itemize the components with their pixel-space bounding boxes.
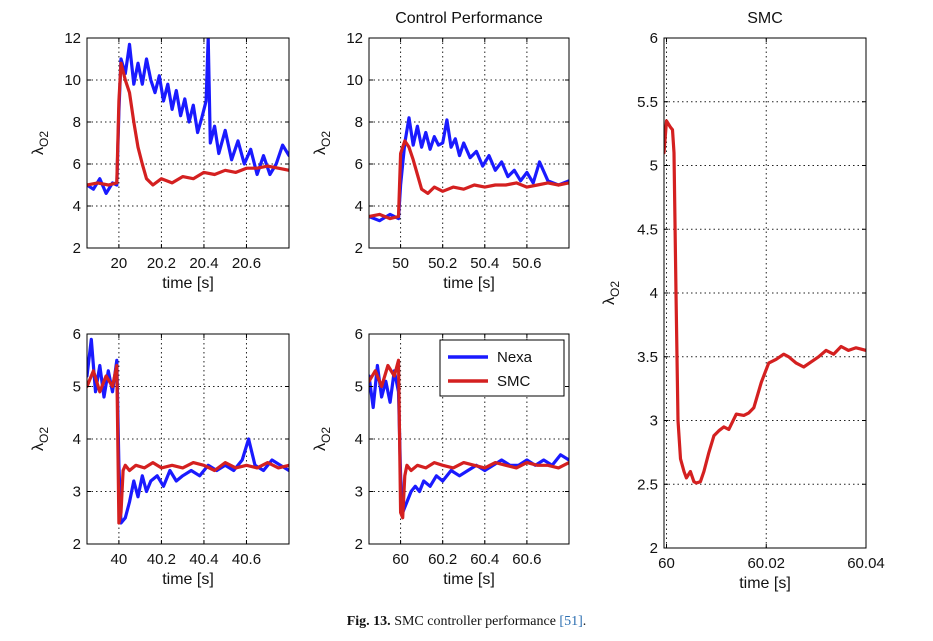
y-tick-label: 10 (346, 72, 363, 89)
y-tick-label: 2 (73, 240, 81, 257)
x-tick-label: 50.4 (470, 255, 499, 272)
legend: Nexa SMC (439, 339, 565, 397)
y-tick-label: 2 (650, 540, 658, 557)
chart-panel-right: 60 60.02 60.04 2 2.5 3 3.5 4 4.5 5 5.5 6 time [s] λO2… (601, 10, 885, 592)
caption-reference-link[interactable]: [51] (559, 614, 583, 629)
y-tick-label: 2 (73, 536, 81, 553)
y-tick-label: 3 (650, 413, 658, 430)
x-axis-label: time [s] (443, 275, 495, 292)
y-tick-label: 10 (64, 72, 81, 89)
x-axis-label: time [s] (162, 571, 214, 588)
y-tick-label: 6 (650, 30, 658, 47)
y-tick-label: 4 (355, 198, 363, 215)
series-line-smc (369, 139, 569, 221)
y-axis-label: λO2 (312, 427, 333, 451)
x-tick-label: 50.2 (428, 255, 457, 272)
y-tick-label: 2 (355, 240, 363, 257)
y-tick-label: 12 (64, 30, 81, 47)
x-tick-label: 60.4 (470, 551, 499, 568)
y-axis-label: λO2 (30, 427, 51, 451)
y-tick-label: 12 (346, 30, 363, 47)
series-line-nexa (369, 363, 569, 515)
x-tick-label: 50.6 (512, 255, 541, 272)
y-tick-label: 4 (355, 431, 363, 448)
x-tick-label: 20.2 (147, 255, 176, 272)
y-tick-label: 5.5 (637, 94, 658, 111)
y-axis-label: λO2 (312, 131, 333, 155)
y-tick-label: 2.5 (637, 476, 658, 493)
y-tick-label: 5 (650, 158, 658, 175)
x-tick-label: 20.6 (232, 255, 261, 272)
y-axis-label: λO2 (30, 131, 51, 155)
y-tick-label: 3 (355, 484, 363, 501)
y-tick-label: 4 (650, 285, 658, 302)
legend-label-nexa: Nexa (497, 349, 533, 366)
y-tick-label: 6 (355, 156, 363, 173)
chart-panel-bottom-left: 40 40.2 40.4 40.6 2 3 4 5 6 time [s] λO2 (30, 326, 290, 588)
series-line-smc (369, 358, 569, 520)
y-tick-label: 2 (355, 536, 363, 553)
x-tick-label: 60 (392, 551, 409, 568)
chart-panel-top-middle: 50 50.2 50.4 50.6 2 4 6 8 10 12 time [s] λO2 Control… (312, 10, 570, 292)
series-line-smc (664, 119, 866, 485)
x-tick-label: 60.02 (747, 555, 785, 572)
figure-caption: Fig. 13. SMC controller performance [51]… (0, 614, 933, 630)
series-line-nexa (87, 38, 289, 195)
y-tick-label: 6 (73, 326, 81, 343)
x-tick-label: 50 (392, 255, 409, 272)
series-line-nexa (369, 116, 569, 223)
y-tick-label: 3.5 (637, 349, 658, 366)
chart-title: SMC (747, 10, 783, 27)
y-tick-label: 6 (355, 326, 363, 343)
caption-end: . (582, 614, 587, 629)
caption-label: Fig. 13. (346, 614, 391, 629)
chart-panel-top-left: 20 20.2 20.4 20.6 2 4 6 8 10 12 time [s] λO2 (30, 30, 290, 292)
caption-text: SMC controller performance (394, 614, 556, 629)
y-tick-label: 4 (73, 431, 81, 448)
y-tick-label: 8 (355, 114, 363, 131)
y-tick-label: 5 (73, 379, 81, 396)
plot-frame (86, 37, 290, 249)
x-tick-label: 40.6 (232, 551, 261, 568)
x-axis-label: time [s] (162, 275, 214, 292)
x-axis-label: time [s] (739, 575, 791, 592)
y-tick-label: 4 (73, 198, 81, 215)
x-tick-label: 40 (111, 551, 128, 568)
y-tick-label: 3 (73, 484, 81, 501)
y-tick-label: 5 (355, 379, 363, 396)
x-tick-label: 40.2 (147, 551, 176, 568)
plot-area (664, 38, 866, 548)
plot-area (369, 38, 569, 248)
y-tick-label: 6 (73, 156, 81, 173)
x-tick-label: 60 (658, 555, 675, 572)
series-line-smc (87, 363, 289, 525)
y-axis-label: λO2 (601, 281, 622, 305)
chart-title: Control Performance (395, 10, 543, 27)
x-tick-label: 60.6 (512, 551, 541, 568)
x-tick-label: 20.4 (189, 255, 218, 272)
plot-frame (368, 37, 570, 249)
legend-label-smc: SMC (497, 373, 531, 390)
x-tick-label: 40.4 (189, 551, 218, 568)
x-tick-label: 60.2 (428, 551, 457, 568)
x-axis-label: time [s] (443, 571, 495, 588)
series-line-smc (87, 61, 289, 187)
y-tick-label: 8 (73, 114, 81, 131)
y-tick-label: 4.5 (637, 221, 658, 238)
x-tick-label: 60.04 (847, 555, 885, 572)
x-tick-label: 20 (111, 255, 128, 272)
